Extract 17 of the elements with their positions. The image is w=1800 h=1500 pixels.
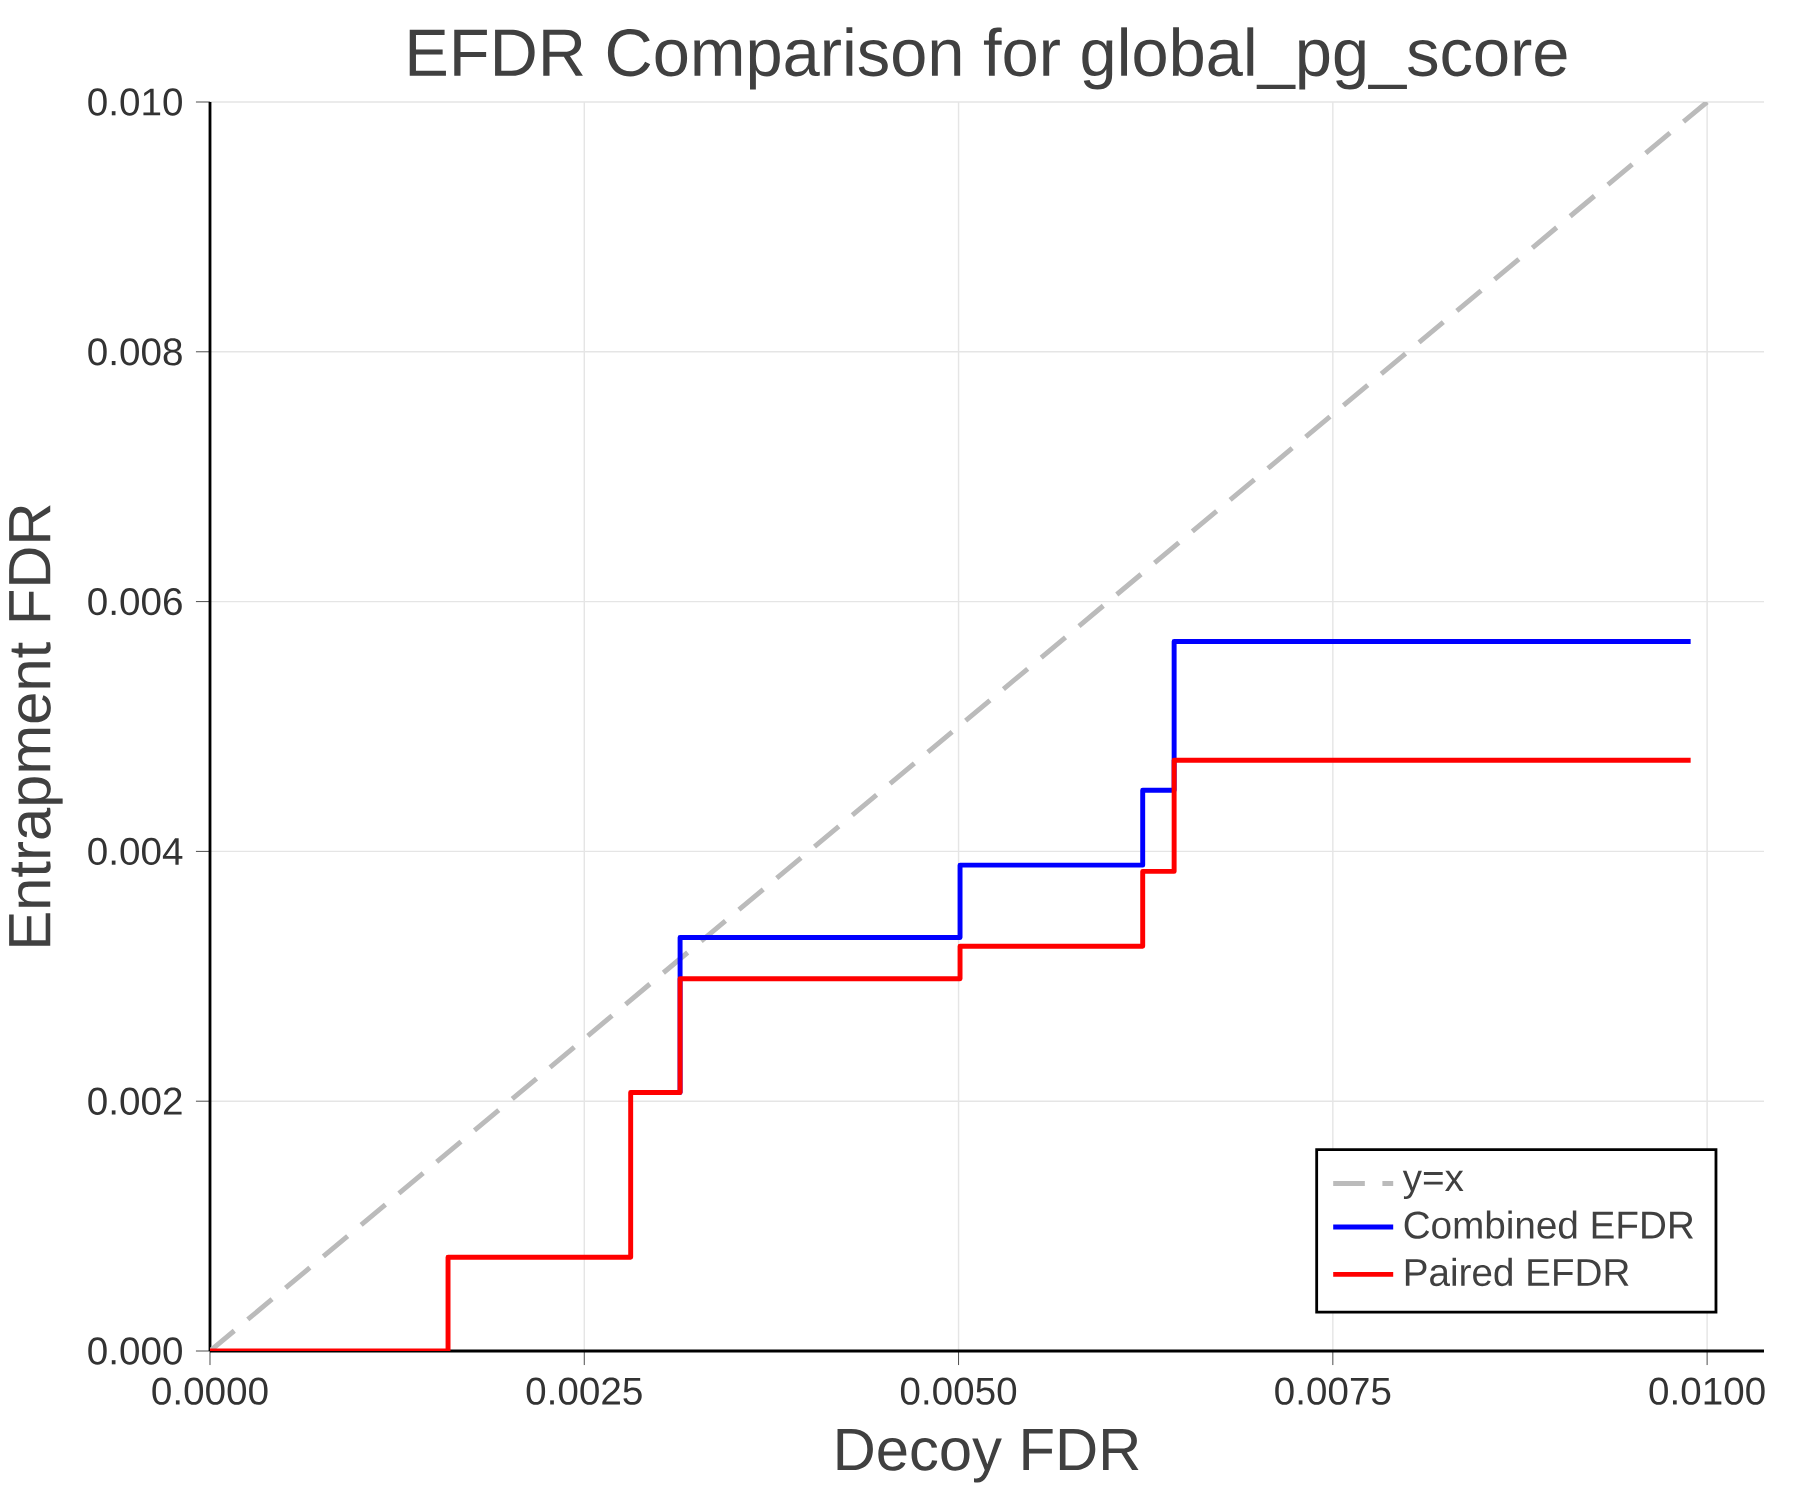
chart-title: EFDR Comparison for global_pg_score <box>409 27 1567 90</box>
y-tick-label: 0.000 <box>88 1337 182 1365</box>
y-tick-label: 0.002 <box>88 1087 182 1115</box>
legend-label: Paired EFDR <box>1405 1257 1629 1287</box>
legend-label: y=x <box>1402 1170 1464 1200</box>
y-tick-label: 0.006 <box>88 587 182 616</box>
y-tick-label: 0.010 <box>88 88 182 116</box>
legend-label: Combined EFDR <box>1404 1210 1694 1239</box>
x-tick-label: 0.0000 <box>152 1377 268 1405</box>
y-tick-label: 0.008 <box>88 338 182 366</box>
x-tick-label: 0.0100 <box>1649 1377 1765 1405</box>
x-tick-label: 0.0050 <box>900 1377 1017 1405</box>
x-tick-label: 0.0075 <box>1275 1377 1391 1405</box>
y-tick-label: 0.004 <box>88 837 183 866</box>
y-axis-title: Entrapment FDR <box>9 505 63 946</box>
x-tick-label: 0.0025 <box>526 1377 642 1405</box>
x-axis-title: Decoy FDR <box>837 1428 1139 1483</box>
